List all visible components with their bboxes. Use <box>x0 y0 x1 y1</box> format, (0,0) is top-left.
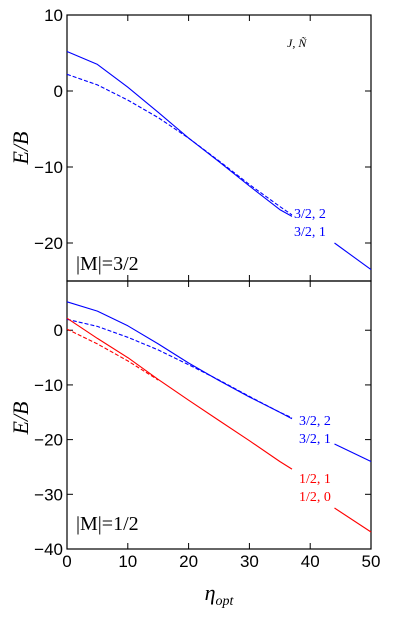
series-line <box>66 50 293 217</box>
y-tick-label: −40 <box>34 540 63 559</box>
series-line <box>334 507 372 533</box>
top-panel-y-ticks: 10 0 −10 −20 <box>34 6 372 281</box>
y-tick-label: −10 <box>34 376 63 395</box>
x-axis-title-main: η <box>205 580 216 605</box>
x-tick-label: 50 <box>362 552 381 571</box>
series-line <box>66 317 293 470</box>
x-axis-title-subscript: opt <box>216 594 235 609</box>
x-tick-label: 30 <box>240 552 259 571</box>
y-tick-label: 0 <box>54 321 63 340</box>
bottom-curve-label-1-2-1: 1/2, 1 <box>299 472 331 487</box>
y-tick-label: 10 <box>44 6 63 25</box>
y-tick-label: 0 <box>54 82 63 101</box>
y-tick-label: −20 <box>34 431 63 450</box>
bottom-panel-frame <box>66 280 372 550</box>
bottom-panel-series-lines <box>66 301 372 533</box>
bottom-panel-y-ticks: 0 −10 −20 −30 −40 <box>34 321 371 559</box>
y-tick-label: −20 <box>34 234 63 253</box>
bottom-panel-label: |M|=1/2 <box>76 513 139 535</box>
bottom-panel-x-ticks: 0 10 20 30 40 50 <box>62 281 380 571</box>
series-line <box>334 443 372 462</box>
top-curve-label-3-2-1: 3/2, 1 <box>294 225 326 240</box>
bottom-panel-y-axis-title: E/B <box>8 402 33 436</box>
bottom-panel: 0 −10 −20 −30 −40 0 10 20 30 40 50 E/B |M|=1/2 3/… <box>8 280 380 609</box>
x-axis-title: ηopt <box>205 580 235 609</box>
x-tick-label: 0 <box>62 552 71 571</box>
bottom-curve-label-3-2-2: 3/2, 2 <box>299 414 331 429</box>
series-line <box>66 73 293 216</box>
y-tick-label: −30 <box>34 485 63 504</box>
x-tick-label: 10 <box>118 552 137 571</box>
x-tick-label: 20 <box>179 552 198 571</box>
x-tick-label: 40 <box>301 552 320 571</box>
top-panel-frame <box>66 14 372 282</box>
top-panel-y-axis-title: E/B <box>8 132 33 166</box>
top-panel: 10 0 −10 −20 E/B J, Ñ |M|=3/2 3/2, 2 3/2, 1 <box>8 6 372 282</box>
y-tick-label: −10 <box>34 158 63 177</box>
series-line <box>66 301 293 420</box>
series-line <box>66 328 159 381</box>
top-panel-series-lines <box>66 50 372 271</box>
top-panel-label: |M|=3/2 <box>76 253 139 275</box>
top-curve-label-3-2-2: 3/2, 2 <box>294 207 326 222</box>
series-line <box>334 242 372 271</box>
series-line <box>66 318 293 419</box>
top-panel-legend-title: J, Ñ <box>287 36 307 50</box>
bottom-curve-label-3-2-1: 3/2, 1 <box>299 432 331 447</box>
bottom-curve-label-1-2-0: 1/2, 0 <box>299 490 331 505</box>
